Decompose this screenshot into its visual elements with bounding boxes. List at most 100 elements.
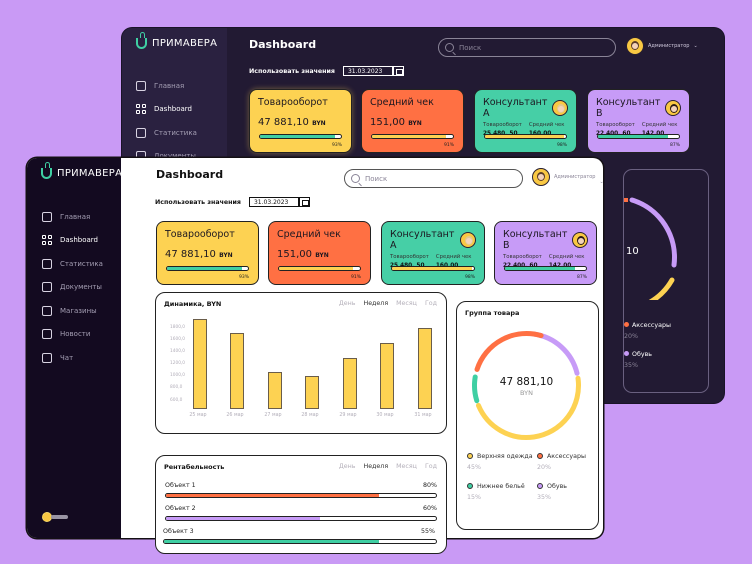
sidebar-item-chat[interactable]: Чат bbox=[42, 346, 103, 370]
tab-day[interactable]: День bbox=[338, 300, 356, 307]
legend-dot bbox=[537, 483, 543, 489]
legend-dot bbox=[467, 453, 473, 459]
legend-label: Обувь bbox=[547, 483, 567, 490]
avatar bbox=[532, 168, 550, 186]
sidebar-item-label: Главная bbox=[60, 212, 91, 221]
panel-title: Рентабельность bbox=[164, 463, 225, 471]
brand-logo: ПРИМАВЕРА bbox=[41, 162, 122, 179]
tab-day[interactable]: День bbox=[338, 463, 356, 470]
progress-bar bbox=[163, 539, 437, 544]
page-title: Dashboard bbox=[156, 168, 224, 181]
card-title: Консультант А bbox=[483, 97, 548, 119]
date-input[interactable]: 31.03.2023 bbox=[342, 66, 393, 76]
legend-pct: 35% bbox=[624, 362, 638, 369]
row-value: 55% bbox=[421, 528, 435, 535]
currency: BYN bbox=[312, 120, 326, 127]
sidebar-item-dashboard[interactable]: Dashboard bbox=[42, 229, 103, 253]
x-tick: 27 мар bbox=[264, 413, 282, 418]
legend-item: Нижнее бельё 15% bbox=[467, 483, 537, 501]
donut-total-fragment: 10 bbox=[626, 246, 639, 257]
currency: BYN bbox=[408, 120, 422, 127]
progress-label: 93% bbox=[331, 143, 342, 148]
card-value: 151,00 bbox=[370, 117, 405, 128]
sidebar-item-label: Чат bbox=[60, 353, 74, 362]
logo-icon bbox=[136, 32, 147, 49]
user-menu[interactable]: Администратор ⌄ bbox=[626, 37, 698, 55]
sub-label: Средний чек bbox=[548, 254, 585, 260]
legend-pct: 20% bbox=[537, 464, 551, 471]
y-tick: 1200,0 bbox=[170, 361, 186, 367]
tab-month[interactable]: Месяц bbox=[396, 463, 417, 470]
donut-chart-dark bbox=[624, 197, 677, 300]
tab-year[interactable]: Год bbox=[424, 300, 437, 307]
dynamics-chart-panel: Динамика, BYN День Неделя Месяц Год 1800… bbox=[155, 292, 447, 434]
product-group-panel: Группа товара 47 881,10 BYN Верхняя одежд… bbox=[456, 301, 599, 530]
sidebar-item-statistics[interactable]: Статистика bbox=[42, 252, 103, 276]
donut-legend: Верхняя одежда 45% Аксессуары 20% Нижнее б… bbox=[467, 453, 597, 501]
card-value: 47 881,10 bbox=[258, 117, 309, 128]
progress-label: 98% bbox=[464, 275, 475, 280]
legend-dot bbox=[467, 483, 473, 489]
x-tick: 26 мар bbox=[226, 413, 244, 418]
sidebar-item-label: Магазины bbox=[60, 306, 97, 315]
dashboard-grid-icon bbox=[42, 235, 52, 246]
sidebar-item-label: Главная bbox=[154, 81, 185, 90]
bar-30-mar bbox=[380, 343, 394, 409]
sidebar-item-home[interactable]: Главная bbox=[42, 205, 103, 229]
x-tick: 30 мар bbox=[376, 413, 394, 418]
legend-item: Аксессуары 20% bbox=[537, 453, 597, 471]
profitability-panel: Рентабельность День Неделя Месяц Год Объ… bbox=[155, 455, 447, 554]
home-icon bbox=[42, 211, 52, 222]
dashboard-grid-icon bbox=[136, 104, 146, 115]
sub-label: Средний чек bbox=[435, 254, 472, 260]
user-menu[interactable]: Администратор ⌄ bbox=[532, 168, 603, 186]
calendar-icon[interactable] bbox=[298, 197, 310, 207]
search-input[interactable]: Поиск bbox=[438, 38, 616, 57]
user-role: Администратор bbox=[648, 43, 690, 49]
theme-toggle[interactable] bbox=[42, 512, 68, 522]
sidebar-item-dashboard[interactable]: Dashboard bbox=[136, 98, 197, 122]
sub-label: Товарооборот bbox=[596, 122, 635, 128]
bar-26-mar bbox=[230, 333, 244, 409]
legend-dot bbox=[537, 453, 543, 459]
tab-week[interactable]: Неделя bbox=[363, 300, 389, 307]
search-icon bbox=[351, 174, 360, 183]
calendar-icon[interactable] bbox=[392, 66, 404, 76]
sidebar-item-news[interactable]: Новости bbox=[42, 323, 103, 347]
donut-chart: 47 881,10 BYN bbox=[469, 328, 584, 443]
row-label: Объект 3 bbox=[163, 528, 194, 535]
tab-month[interactable]: Месяц bbox=[396, 300, 417, 307]
kpi-card-consultant-a: Консультант А Товарооборот25 480, 50Сред… bbox=[474, 89, 577, 153]
sidebar-item-documents[interactable]: Документы bbox=[42, 276, 103, 300]
panel-title: Динамика, BYN bbox=[164, 300, 222, 308]
y-axis: 1800,0 1600,0 1400,0 1200,0 1000,0 800,0… bbox=[170, 325, 185, 403]
tab-year[interactable]: Год bbox=[424, 463, 437, 470]
row-value: 60% bbox=[423, 505, 437, 512]
progress-bar bbox=[165, 493, 437, 498]
sidebar-item-label: Новости bbox=[60, 330, 91, 339]
card-title: Консультант В bbox=[596, 97, 661, 119]
profit-row: Объект 1 80% bbox=[165, 482, 437, 498]
kpi-card-turnover: Товарооборот 47 881,10 BYN 93% bbox=[249, 89, 352, 153]
sidebar-item-home[interactable]: Главная bbox=[136, 74, 197, 98]
progress-bar bbox=[597, 134, 680, 139]
search-placeholder: Поиск bbox=[365, 174, 388, 183]
tab-week[interactable]: Неделя bbox=[363, 463, 389, 470]
bar-27-mar bbox=[268, 372, 282, 409]
brand-name: ПРИМАВЕРА bbox=[152, 38, 218, 49]
sidebar-item-stores[interactable]: Магазины bbox=[42, 299, 103, 323]
legend-pct: 35% bbox=[537, 494, 551, 501]
date-input[interactable]: 31.03.2023 bbox=[248, 197, 299, 207]
filter-label: Использовать значения bbox=[155, 198, 241, 206]
kpi-card-avg-check: Средний чек 151,00 BYN 91% bbox=[268, 221, 371, 285]
progress-label: 91% bbox=[443, 143, 454, 148]
progress-bar bbox=[391, 266, 475, 271]
bar-29-mar bbox=[343, 358, 357, 409]
bar-31-mar bbox=[418, 328, 432, 409]
search-input[interactable]: Поиск bbox=[344, 169, 523, 188]
card-title: Консультант В bbox=[503, 229, 568, 251]
sidebar-item-statistics[interactable]: Статистика bbox=[136, 121, 197, 145]
profit-row: Объект 3 55% bbox=[163, 528, 437, 544]
documents-icon bbox=[42, 282, 52, 293]
y-tick: 1800,0 bbox=[170, 325, 186, 330]
